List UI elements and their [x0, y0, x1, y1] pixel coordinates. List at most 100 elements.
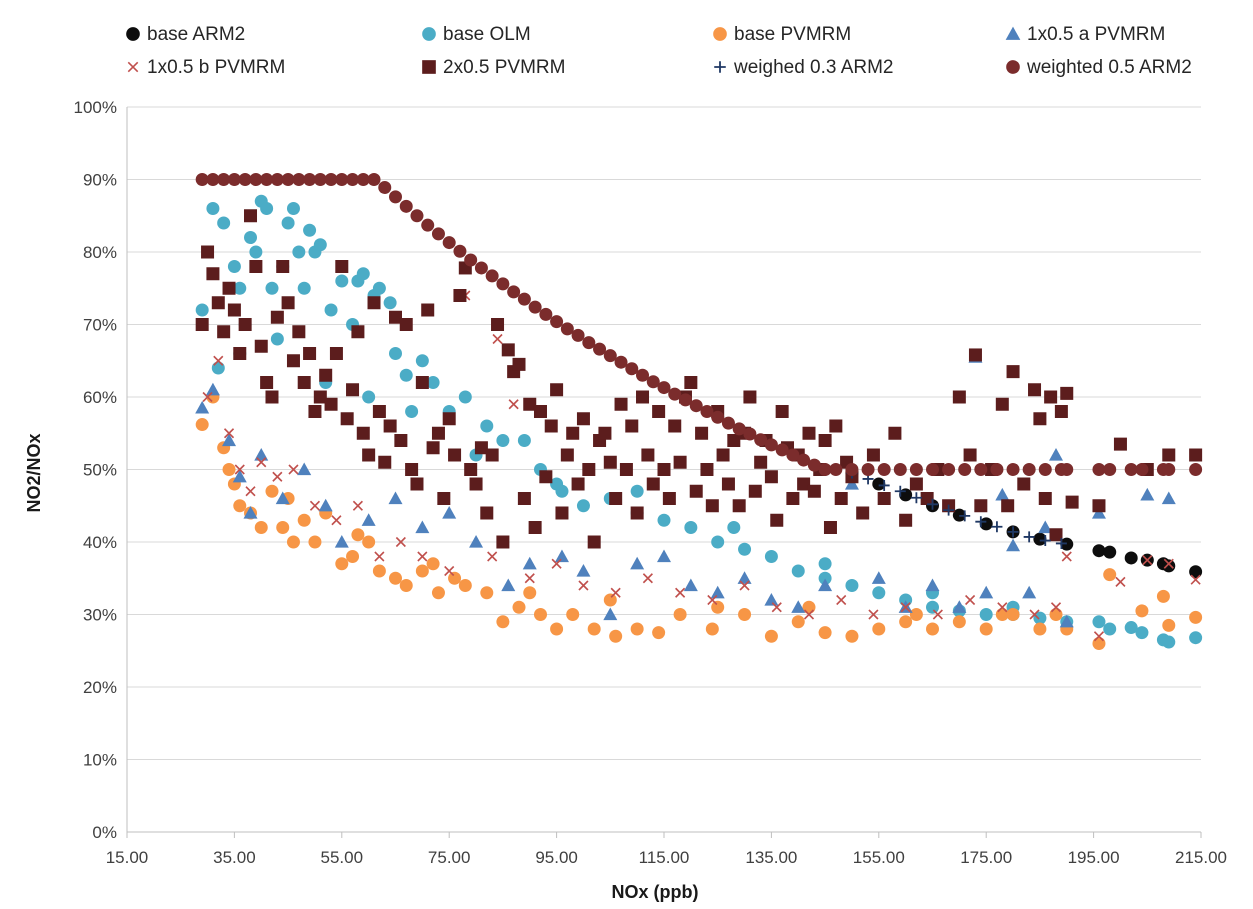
data-point	[705, 499, 719, 513]
data-point	[646, 375, 660, 389]
data-point	[523, 586, 537, 600]
data-point	[1156, 589, 1170, 603]
data-point	[1060, 463, 1074, 476]
data-point	[630, 622, 644, 636]
data-point	[1093, 631, 1105, 642]
data-point	[603, 349, 617, 363]
data-point	[410, 477, 424, 491]
data-point	[738, 608, 752, 621]
y-tick-label: 30%	[83, 606, 117, 625]
data-point	[501, 578, 516, 592]
data-point	[399, 318, 413, 331]
data-point	[1189, 448, 1203, 462]
data-point	[582, 463, 596, 476]
data-point	[1092, 615, 1106, 629]
data-point	[797, 453, 811, 467]
data-point	[1140, 487, 1155, 501]
data-point	[786, 492, 800, 505]
data-point	[807, 484, 821, 498]
data-point	[630, 556, 645, 570]
data-point	[523, 397, 537, 411]
data-point	[346, 383, 360, 397]
data-point	[791, 600, 806, 613]
data-point	[1135, 463, 1149, 476]
data-point	[501, 343, 515, 357]
data-point	[920, 492, 934, 505]
legend-marker	[422, 27, 436, 41]
data-point	[1001, 499, 1015, 513]
data-point	[319, 368, 333, 382]
data-point	[1050, 602, 1062, 613]
data-point	[1115, 576, 1126, 587]
data-point	[818, 578, 833, 592]
data-point	[775, 443, 789, 457]
data-point	[707, 594, 718, 606]
data-point	[217, 216, 231, 230]
data-point	[308, 535, 322, 549]
data-point	[448, 571, 462, 585]
data-point	[614, 397, 628, 411]
data-point	[195, 318, 209, 331]
data-point	[646, 477, 660, 491]
data-point	[818, 571, 832, 585]
data-point	[480, 419, 494, 433]
data-point	[727, 434, 741, 447]
data-point	[286, 354, 300, 368]
data-point	[959, 510, 971, 522]
data-point	[1038, 520, 1053, 534]
legend-entry-label: weighed 0.3 ARM2	[733, 57, 894, 78]
data-point	[630, 484, 644, 498]
data-point	[389, 347, 402, 360]
data-point	[587, 535, 601, 549]
data-point	[517, 292, 531, 306]
data-point	[560, 322, 574, 336]
legend-marker	[1006, 60, 1020, 74]
data-point	[684, 376, 698, 389]
data-point	[491, 318, 505, 331]
data-point	[700, 463, 714, 476]
data-point	[995, 608, 1009, 621]
data-point	[737, 571, 752, 584]
data-point	[1103, 545, 1117, 559]
data-point	[292, 173, 306, 186]
data-point	[351, 325, 365, 339]
data-point	[352, 500, 363, 511]
data-point	[965, 594, 976, 606]
data-point	[695, 426, 709, 440]
data-point	[845, 579, 859, 592]
data-point	[361, 513, 376, 526]
data-point	[894, 485, 906, 497]
data-point	[265, 390, 279, 404]
legend-marker	[714, 61, 726, 73]
legend-marker	[126, 27, 140, 41]
data-point	[711, 410, 725, 424]
data-point	[313, 238, 327, 252]
data-point	[528, 521, 542, 534]
data-point	[254, 521, 268, 534]
data-point	[474, 261, 488, 275]
data-point	[227, 260, 241, 273]
data-point	[496, 615, 510, 629]
data-point	[217, 325, 231, 339]
data-point	[389, 310, 402, 324]
data-point	[389, 190, 402, 204]
y-tick-label: 100%	[74, 98, 117, 117]
data-point	[524, 573, 535, 584]
data-point	[539, 470, 553, 484]
data-point	[571, 477, 585, 491]
data-point	[448, 448, 462, 462]
data-point	[609, 629, 623, 643]
data-point	[512, 357, 526, 371]
legend-marker	[422, 60, 436, 74]
data-point	[249, 173, 263, 186]
data-point	[888, 426, 902, 440]
data-point	[1022, 585, 1037, 599]
data-point	[952, 390, 966, 404]
data-point	[927, 498, 938, 510]
data-point	[318, 498, 333, 512]
x-axis-title: NOx (ppb)	[612, 882, 699, 902]
data-point	[683, 578, 698, 592]
data-point	[356, 426, 370, 440]
data-point	[642, 573, 653, 584]
